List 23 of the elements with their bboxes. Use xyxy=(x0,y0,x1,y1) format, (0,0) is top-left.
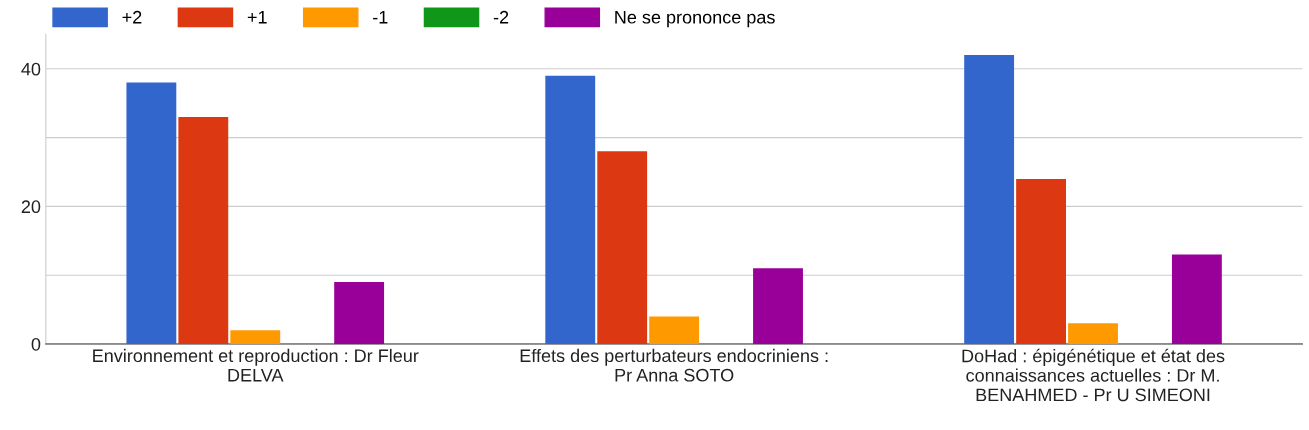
bar xyxy=(178,116,229,344)
x-tick-label: Environnement et reproduction : Dr Fleur DELVA xyxy=(93,348,419,382)
legend-label: -2 xyxy=(493,10,509,24)
x-tick-label: Effets des perturbateurs endocriniens : Pr Anna SOTO xyxy=(520,348,828,382)
bar xyxy=(964,55,1015,344)
bar xyxy=(1068,323,1118,344)
y-tick-label: 40 xyxy=(21,62,41,76)
bar xyxy=(545,75,596,344)
bar xyxy=(230,330,281,344)
bar xyxy=(126,82,177,344)
y-tick-label: 0 xyxy=(31,337,41,351)
legend-label: -1 xyxy=(373,11,388,24)
bar xyxy=(1171,254,1222,344)
x-tick-label: DoHad : épigénétique et état des connaissances actuelles : Dr M. BENAHMED - Pr U SIMEONI xyxy=(962,348,1225,402)
bar xyxy=(1016,178,1067,344)
bar xyxy=(597,151,648,344)
legend-label: +1 xyxy=(247,11,267,24)
legend-label: +2 xyxy=(122,10,142,24)
legend-label: Ne se prononce pas xyxy=(615,11,775,28)
y-tick-label: 20 xyxy=(21,200,41,214)
bar xyxy=(649,316,700,344)
bar xyxy=(753,268,803,344)
bar xyxy=(334,282,385,344)
